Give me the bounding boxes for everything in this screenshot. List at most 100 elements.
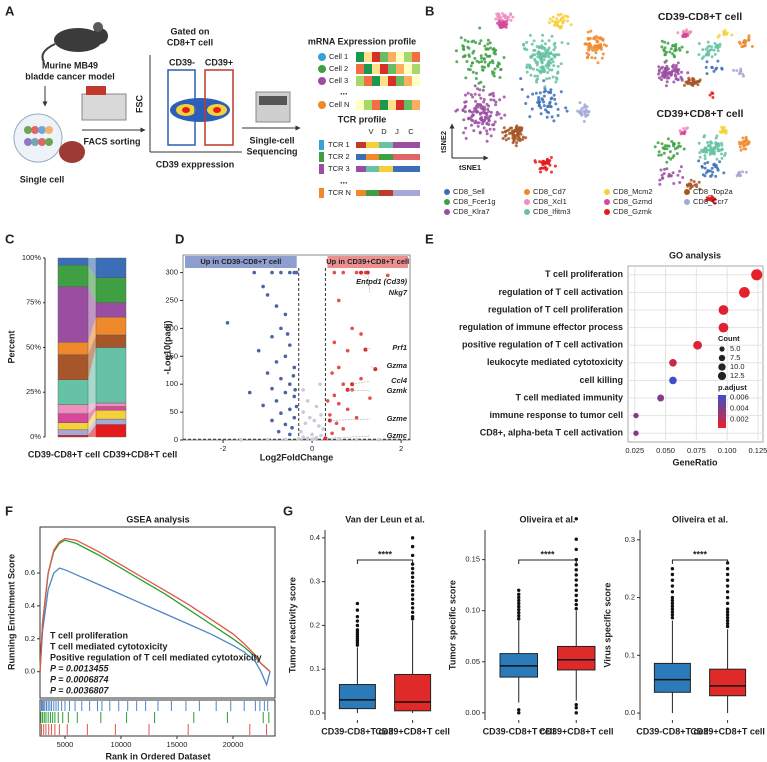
- tsne-cell: [499, 67, 503, 71]
- point: [336, 298, 341, 303]
- tsne-cell: [714, 67, 718, 71]
- tsne-cell: [583, 42, 587, 46]
- tsne-cell: [584, 108, 588, 112]
- tsne-cell: [677, 68, 681, 71]
- point: [319, 433, 323, 438]
- panel-label: C: [5, 231, 15, 246]
- tsne-cell: [704, 65, 708, 69]
- tsne-cell: [489, 110, 493, 114]
- tsne-cell: [548, 90, 552, 94]
- tsne-cell: [507, 137, 511, 140]
- tsne-cell: [498, 76, 502, 79]
- tsne-cell: [470, 40, 474, 44]
- tsne-cell: [496, 15, 500, 19]
- bar-segment: [95, 402, 127, 407]
- tsne-cell: [547, 39, 551, 43]
- tsne-cell: [663, 53, 667, 57]
- y-axis-label: Percent: [6, 330, 16, 363]
- tsne-cell: [582, 109, 586, 113]
- x-tick-label: 5000: [57, 740, 74, 749]
- tsne-cell: [479, 96, 483, 100]
- tsne-cell: [482, 57, 486, 61]
- outlier: [574, 537, 578, 541]
- tsne-cell: [672, 63, 676, 67]
- tsne-cell: [672, 44, 676, 48]
- point: [288, 432, 292, 437]
- point: [270, 386, 274, 391]
- tsne-cell: [703, 157, 707, 161]
- tsne-cell: [670, 140, 674, 143]
- tcr-segment: [366, 142, 379, 148]
- tsne-cell: [678, 181, 682, 184]
- tsne-cell: [679, 132, 683, 136]
- outlier: [355, 628, 360, 632]
- point: [292, 415, 297, 420]
- y-tick-label: 0.1: [310, 664, 320, 673]
- tsne-cell: [535, 68, 539, 72]
- gate-title: CD8+T cell: [167, 37, 213, 47]
- heat-cell: [404, 76, 412, 86]
- outlier: [670, 601, 675, 606]
- point: [279, 411, 283, 416]
- tsne-cell: [672, 142, 675, 146]
- point: [328, 413, 332, 417]
- dot: [718, 305, 729, 315]
- y-axis-label: -Log10(padj): [162, 321, 172, 375]
- tsne-cell: [508, 126, 512, 130]
- tsne-cell: [462, 48, 466, 52]
- y-tick-label: 300: [165, 268, 178, 277]
- tsne-cell: [601, 38, 605, 42]
- tsne-cell: [673, 147, 677, 151]
- tsne-cell: [671, 52, 674, 56]
- tsne-cell: [586, 56, 590, 60]
- tcr-icon: [319, 140, 324, 150]
- tsne-cell: [680, 45, 684, 49]
- tsne-cell: [665, 160, 669, 164]
- tsne-cell: [531, 92, 535, 96]
- tsne-cell: [561, 16, 565, 19]
- tsne-cell: [478, 130, 482, 134]
- facs-top: [86, 86, 106, 95]
- tsne-cell: [550, 34, 554, 38]
- tsne-cell: [481, 88, 485, 92]
- heat-cell: [388, 52, 396, 62]
- tcr-icon: [319, 152, 324, 162]
- outlier: [410, 575, 415, 579]
- tsne-cell: [665, 167, 669, 171]
- ellipsis: ...: [340, 86, 348, 96]
- tsne-cell: [667, 174, 671, 178]
- tsne-cell: [456, 108, 459, 112]
- legend-label: CD8_Klra7: [453, 207, 490, 216]
- tsne-cell: [701, 48, 705, 52]
- point: [294, 404, 299, 409]
- dot: [633, 412, 639, 419]
- tsne-cell: [750, 45, 754, 48]
- point: [332, 340, 337, 345]
- tsne-cell: [470, 123, 473, 127]
- tsne-cell: [667, 71, 671, 74]
- tsne-cell: [482, 85, 486, 89]
- outlier: [517, 588, 521, 592]
- tsne-cell: [718, 130, 722, 134]
- heat-cell: [412, 64, 420, 74]
- header-label: Up in CD39+CD8+T cell: [326, 257, 409, 266]
- tsne-cell: [724, 131, 728, 135]
- tsne-cell: [662, 71, 666, 75]
- tsne-cell: [595, 48, 599, 52]
- tsne-cell: [488, 41, 492, 45]
- legend-label: T cell mediated cytotoxicity: [50, 641, 168, 651]
- tsne-cell: [596, 61, 600, 65]
- tsne-cell: [521, 135, 525, 139]
- tsne-cell: [454, 49, 458, 53]
- point: [308, 415, 312, 420]
- tsne-cell: [533, 48, 537, 52]
- tsne-cell: [463, 38, 467, 42]
- cell-label: Cell 2: [329, 64, 348, 73]
- tsne-cell: [529, 55, 533, 59]
- tsne-cell: [489, 98, 493, 102]
- tsne-cell: [712, 48, 716, 52]
- bar-segment: [95, 302, 127, 318]
- tsne-cell: [716, 59, 720, 63]
- tsne-cell: [687, 80, 691, 84]
- point: [225, 321, 230, 325]
